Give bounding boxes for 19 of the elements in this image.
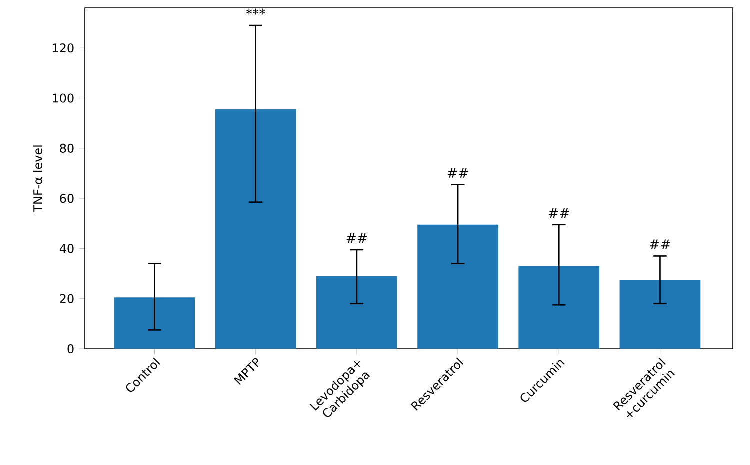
annotation: ***: [246, 8, 266, 15]
bar: [114, 298, 196, 349]
y-tick-label: 20: [60, 294, 74, 304]
y-tick-label: 120: [53, 44, 74, 53]
y-tick-label: 0: [68, 344, 74, 354]
bar: [215, 110, 296, 349]
y-axis-title: TNF-α level: [33, 146, 43, 212]
annotation: ##: [548, 208, 570, 218]
annotation: ##: [448, 168, 468, 178]
bar: [316, 276, 398, 349]
y-tick-label: 80: [60, 144, 74, 153]
y-tick-label: 60: [60, 194, 74, 204]
bar: [518, 266, 600, 349]
annotation: ##: [650, 240, 670, 250]
y-tick-label: 40: [60, 244, 74, 254]
annotation: ##: [346, 233, 368, 244]
y-tick-label: 100: [53, 94, 74, 103]
bar: [418, 224, 498, 349]
bar: [620, 280, 701, 349]
